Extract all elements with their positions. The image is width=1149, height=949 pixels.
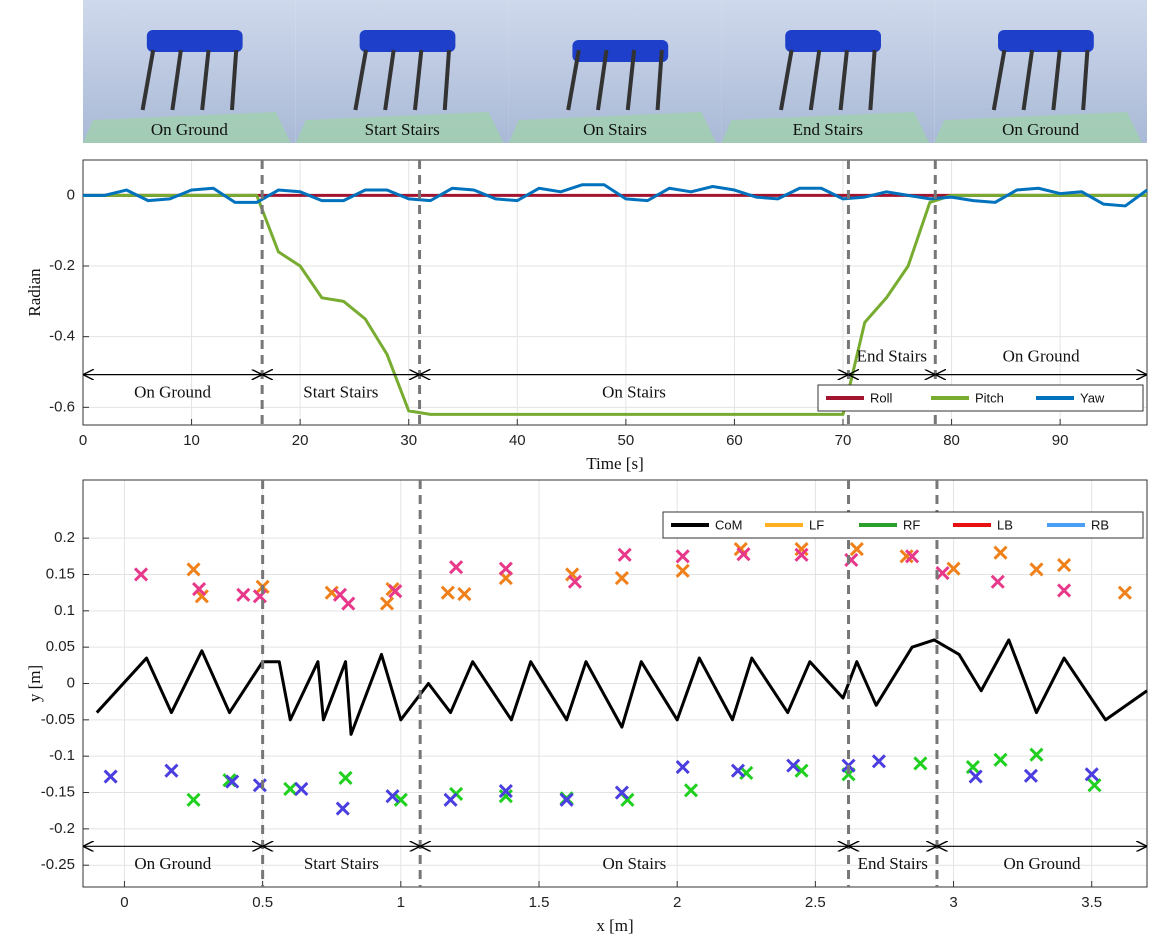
phase-label: Start Stairs (303, 383, 378, 402)
legend-label: RF (903, 517, 920, 532)
y-tick-label: 0.1 (54, 602, 75, 619)
x-tick-label: 40 (509, 432, 526, 449)
snapshot-label: Start Stairs (365, 120, 440, 139)
y-tick-label: -0.2 (49, 257, 75, 274)
x-tick-label: 0.5 (252, 894, 273, 911)
phase-label: Start Stairs (304, 854, 379, 873)
y-axis-label: y [m] (25, 665, 44, 702)
y-tick-label: -0.25 (41, 856, 75, 873)
x-tick-label: 1 (397, 894, 405, 911)
robot-body (360, 30, 456, 52)
legend-label: CoM (715, 517, 742, 532)
legend-label: LF (809, 517, 824, 532)
x-tick-label: 1.5 (529, 894, 550, 911)
x-tick-label: 2 (673, 894, 681, 911)
phase-label: On Stairs (602, 383, 666, 402)
snapshot-strip: On Ground Start Stairs On Stairs End Stairs… (83, 0, 1147, 143)
x-tick-label: 50 (618, 432, 635, 449)
x-tick-label: 3.5 (1081, 894, 1102, 911)
y-tick-label: -0.1 (49, 747, 75, 764)
phase-label: On Ground (134, 383, 211, 402)
snapshot-label: On Ground (151, 120, 228, 139)
x-tick-label: 0 (79, 432, 87, 449)
robot-body (147, 30, 243, 52)
phase-label: End Stairs (858, 854, 928, 873)
x-tick-label: 30 (400, 432, 417, 449)
phase-label: On Stairs (602, 854, 666, 873)
x-tick-label: 0 (120, 894, 128, 911)
phase-label: On Ground (1003, 854, 1080, 873)
y-tick-label: 0 (67, 674, 75, 691)
legend-label: Roll (870, 390, 893, 405)
snapshot-label: End Stairs (793, 120, 863, 139)
figure: On Ground Start Stairs On Stairs End Stairs… (0, 0, 1149, 944)
legend-label: RB (1091, 517, 1109, 532)
legend-label: LB (997, 517, 1013, 532)
phase-label: On Ground (1003, 347, 1080, 366)
x-tick-label: 70 (835, 432, 852, 449)
snapshot-label: On Stairs (583, 120, 647, 139)
y-tick-label: -0.4 (49, 328, 75, 345)
x-tick-label: 2.5 (805, 894, 826, 911)
phase-label: On Ground (134, 854, 211, 873)
legend-label: Yaw (1080, 390, 1105, 405)
x-axis-label: Time [s] (586, 454, 643, 473)
y-axis-label: Radian (25, 268, 44, 317)
y-tick-label: -0.05 (41, 711, 75, 728)
x-tick-label: 3 (949, 894, 957, 911)
y-tick-label: 0.2 (54, 529, 75, 546)
x-tick-label: 60 (726, 432, 743, 449)
y-tick-label: -0.2 (49, 820, 75, 837)
robot-body (785, 30, 881, 52)
x-axis-label: x [m] (596, 916, 633, 935)
x-tick-label: 20 (292, 432, 309, 449)
snapshot-label: On Ground (1002, 120, 1079, 139)
legend-label: Pitch (975, 390, 1004, 405)
x-tick-label: 10 (183, 432, 200, 449)
x-tick-label: 80 (943, 432, 960, 449)
y-tick-label: 0 (67, 186, 75, 203)
robot-body (572, 40, 668, 62)
robot-body (998, 30, 1094, 52)
y-tick-label: 0.15 (46, 565, 75, 582)
x-tick-label: 90 (1052, 432, 1069, 449)
y-tick-label: 0.05 (46, 638, 75, 655)
phase-label: End Stairs (857, 347, 927, 366)
y-tick-label: -0.15 (41, 783, 75, 800)
y-tick-label: -0.6 (49, 398, 75, 415)
